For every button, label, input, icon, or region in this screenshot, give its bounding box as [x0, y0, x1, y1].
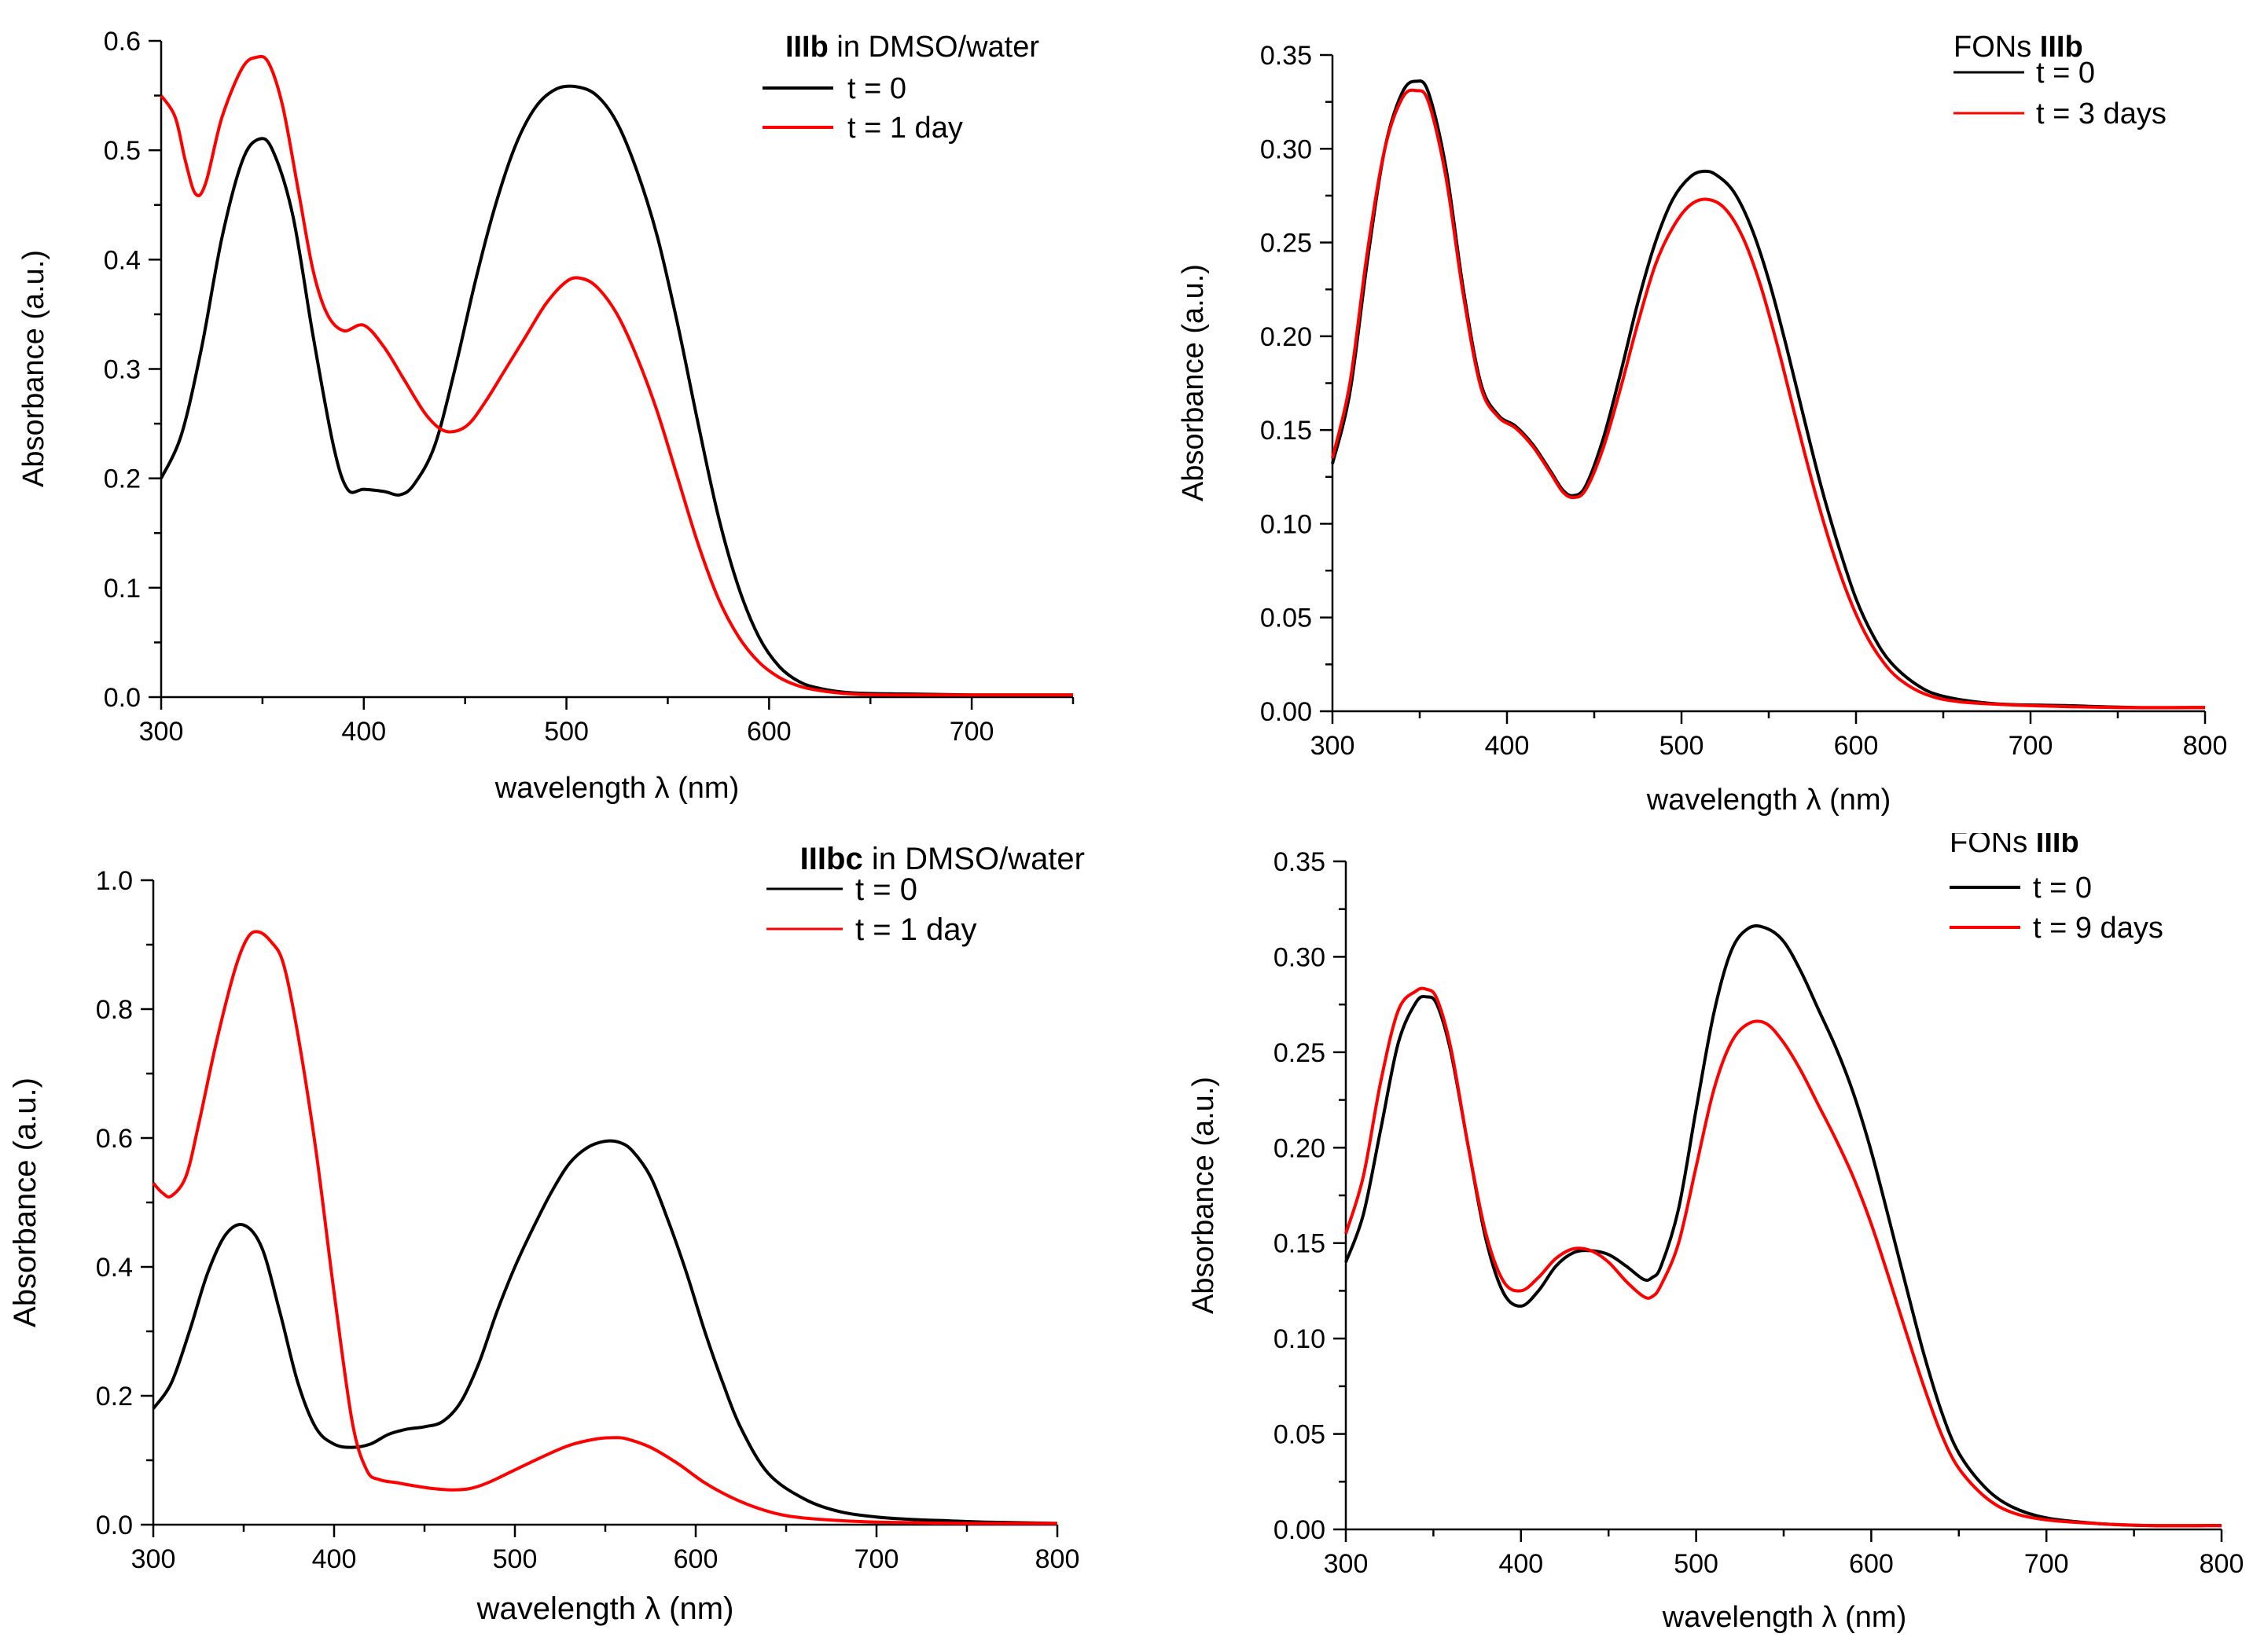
series-line-1 [1344, 924, 2222, 1528]
x-tick-label: 500 [493, 1544, 538, 1574]
y-tick-label: 0.20 [1274, 1133, 1325, 1163]
y-tick-label: 0.25 [1260, 229, 1312, 259]
x-tick-label: 600 [747, 717, 792, 747]
y-tick-label: 0.05 [1260, 604, 1312, 633]
chart-panel-fons-iiib-3days: Absorbance (a.u.) wavelength λ (nm) FONs… [1177, 31, 2228, 817]
y-tick-label: 0.30 [1274, 942, 1325, 972]
x-tick-label: 300 [131, 1544, 176, 1574]
chart-title: FONs IIIb [1950, 833, 2079, 859]
series-line-2 [152, 930, 1058, 1525]
y-axis-label: Absorbance (a.u.) [1187, 1077, 1220, 1314]
y-tick-label: 0.35 [1260, 41, 1312, 71]
x-axis-label: wavelength λ (nm) [1662, 1601, 1906, 1634]
y-tick-label: 0.2 [104, 464, 141, 494]
legend-label-series-2: t = 9 days [2033, 912, 2163, 945]
y-tick-label: 0.5 [104, 136, 141, 166]
y-tick-label: 0.0 [104, 683, 141, 713]
y-tick-label: 0.25 [1274, 1038, 1325, 1068]
chart-title-rest: in DMSO/water [829, 31, 1040, 64]
chart-title-bold: IIIb [785, 31, 829, 64]
x-tick-label: 700 [855, 1544, 899, 1574]
chart-title: IIIbc in DMSO/water [800, 842, 1085, 876]
y-tick-label: 0.0 [96, 1511, 133, 1540]
y-tick-label: 0.05 [1274, 1420, 1325, 1450]
x-tick-label: 400 [312, 1544, 357, 1574]
series-line-2 [160, 54, 1073, 697]
plot-area: 300 400 500 600 700 800 0.00 0.05 0.10 0.15 0.20 0.… [1260, 41, 2228, 761]
series-line-2 [1331, 88, 2206, 710]
x-tick-label: 600 [674, 1544, 719, 1574]
x-axis-label: wavelength λ (nm) [1646, 784, 1891, 817]
legend-label-series-2: t = 1 day [855, 912, 977, 947]
x-tick-label: 600 [1834, 731, 1879, 761]
y-axis-label: Absorbance (a.u.) [1177, 264, 1210, 501]
y-tick-label: 1.0 [96, 866, 133, 896]
y-tick-label: 0.00 [1274, 1515, 1325, 1545]
y-tick-label: 0.4 [96, 1253, 133, 1283]
y-tick-label: 0.2 [96, 1382, 133, 1412]
series-line-2 [1344, 986, 2222, 1528]
chart-panel-iiib-dmso: Absorbance (a.u.) wavelength λ (nm) IIIb… [17, 27, 1075, 805]
x-tick-label: 400 [1498, 1549, 1543, 1579]
chart-title-bold: IIIb [2040, 31, 2083, 64]
x-tick-label: 500 [1659, 731, 1704, 761]
chart-title-rest: FONs [1953, 31, 2040, 64]
chart-title: FONs IIIb [1953, 31, 2083, 64]
legend-label-series-1: t = 0 [847, 72, 906, 105]
y-tick-label: 0.1 [104, 574, 141, 604]
x-tick-label: 500 [1674, 1549, 1718, 1579]
x-tick-label: 500 [544, 717, 589, 747]
chart-title-rest: in DMSO/water [863, 842, 1085, 876]
y-tick-label: 0.30 [1260, 134, 1312, 164]
x-axis-label: wavelength λ (nm) [476, 1591, 734, 1626]
legend-label-series-1: t = 0 [855, 872, 917, 907]
y-tick-label: 0.10 [1260, 509, 1312, 539]
x-tick-label: 800 [2200, 1549, 2244, 1579]
y-tick-label: 0.15 [1260, 416, 1312, 446]
x-tick-label: 600 [1849, 1549, 1894, 1579]
series-line-1 [160, 84, 1074, 697]
legend-label-series-1: t = 0 [2033, 872, 2092, 905]
x-tick-label: 700 [2009, 731, 2053, 761]
series-line-1 [1331, 79, 2206, 710]
legend-label-series-2: t = 3 days [2036, 97, 2167, 130]
legend-label-series-2: t = 1 day [847, 112, 963, 145]
plot-area: 300 400 500 600 700 0.0 0.1 0.2 0.3 0.4 0.5 0.6 [104, 27, 1075, 747]
chart-title-rest: FONs [1950, 833, 2036, 859]
y-tick-label: 0.20 [1260, 322, 1312, 352]
y-axis-label: Absorbance (a.u.) [17, 250, 50, 487]
x-axis-label: wavelength λ (nm) [494, 772, 739, 805]
y-tick-label: 0.00 [1260, 697, 1312, 727]
chart-panel-iiibc-dmso: Absorbance (a.u.) wavelength λ (nm) IIIb… [8, 842, 1085, 1626]
x-tick-label: 800 [1035, 1544, 1080, 1574]
y-tick-label: 0.6 [96, 1124, 133, 1154]
x-tick-label: 700 [2024, 1549, 2069, 1579]
y-axis-label: Absorbance (a.u.) [8, 1077, 42, 1327]
x-tick-label: 300 [1310, 731, 1355, 761]
chart-title-bold: IIIb [2036, 833, 2079, 859]
x-tick-label: 700 [950, 717, 994, 747]
chart-panel-fons-iiib-9days: Absorbance (a.u.) wavelength λ (nm) FONs… [1187, 833, 2244, 1634]
y-tick-label: 0.6 [104, 27, 141, 57]
y-tick-label: 0.10 [1274, 1324, 1325, 1354]
x-tick-label: 800 [2183, 731, 2228, 761]
y-tick-label: 0.35 [1274, 847, 1325, 877]
x-tick-label: 300 [1324, 1549, 1369, 1579]
x-tick-label: 400 [341, 717, 386, 747]
y-tick-label: 0.15 [1274, 1229, 1325, 1259]
chart-title-bold: IIIbc [800, 842, 863, 876]
series-line-1 [152, 1139, 1058, 1525]
y-tick-label: 0.8 [96, 995, 133, 1025]
x-tick-label: 400 [1485, 731, 1530, 761]
x-tick-label: 300 [139, 717, 184, 747]
plot-area: 300 400 500 600 700 800 0.0 0.2 0.4 0.6 0.8 1.0 [96, 866, 1080, 1574]
y-tick-label: 0.3 [104, 355, 141, 385]
chart-title: IIIb in DMSO/water [785, 31, 1039, 64]
y-tick-label: 0.4 [104, 245, 141, 275]
legend-label-series-1: t = 0 [2036, 57, 2095, 90]
plot-area: 300 400 500 600 700 800 0.00 0.05 0.10 0.15 0.20 0.… [1274, 847, 2244, 1579]
